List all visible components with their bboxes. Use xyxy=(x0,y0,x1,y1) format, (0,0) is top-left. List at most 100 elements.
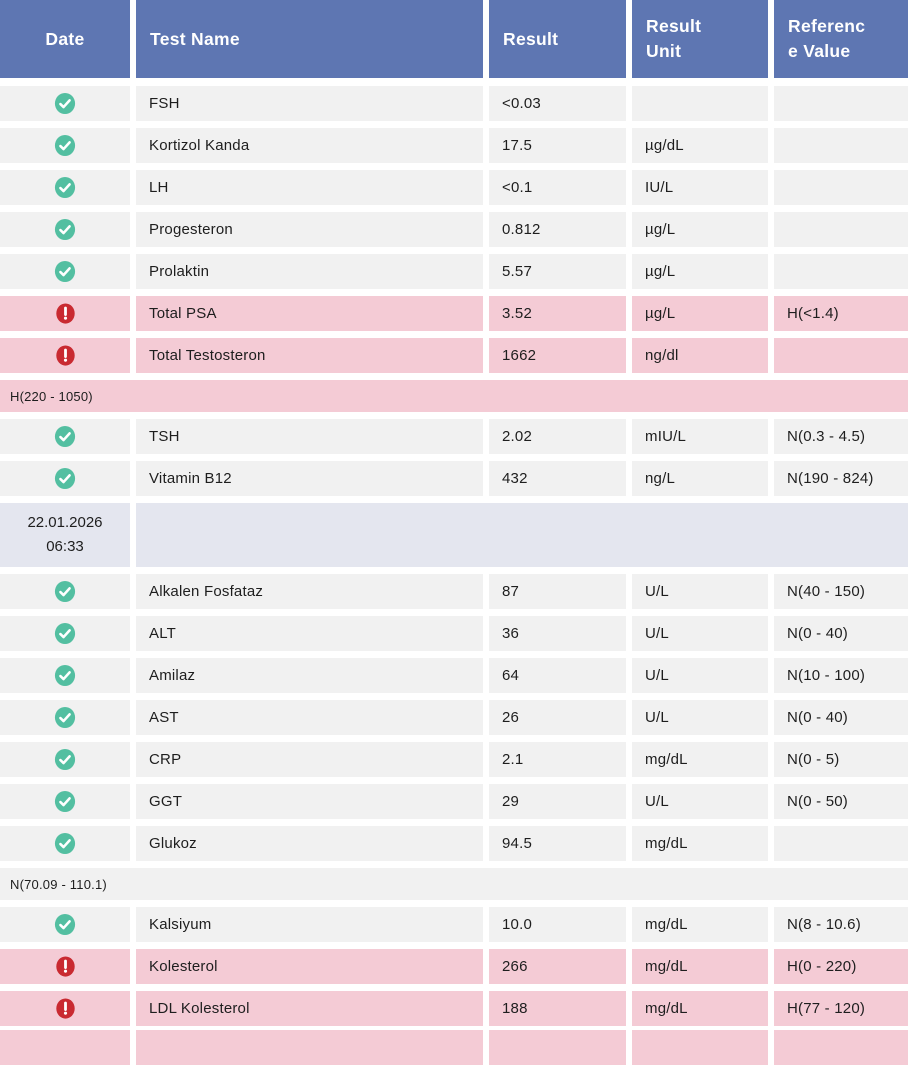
check-icon xyxy=(54,832,76,855)
result-cell: 36 xyxy=(489,616,626,651)
result-unit-cell-text: mg/dL xyxy=(645,916,688,933)
result-cell-text: 36 xyxy=(502,625,520,642)
test-name-cell-text: FSH xyxy=(149,95,180,112)
table-row: Vitamin B12 432 ng/L N(190 - 824) xyxy=(0,461,908,496)
date-text: 22.01.2026 06:33 xyxy=(27,514,103,555)
test-name-cell: FSH xyxy=(136,86,483,121)
result-unit-cell-text: mIU/L xyxy=(645,428,687,445)
test-name-cell: Total Testosteron xyxy=(136,338,483,373)
result-unit-cell: µg/dL xyxy=(632,128,768,163)
result-cell: 5.57 xyxy=(489,254,626,289)
reference-value-cell-text: N(10 - 100) xyxy=(787,667,866,684)
check-icon xyxy=(54,622,76,645)
result-cell: 64 xyxy=(489,658,626,693)
status-cell xyxy=(0,254,130,289)
status-cell xyxy=(0,826,130,861)
reference-value-cell xyxy=(774,170,908,205)
exclamation-icon xyxy=(55,344,76,367)
reference-value-cell-text: H(77 - 120) xyxy=(787,1000,866,1017)
test-name-cell-text: LDL Kolesterol xyxy=(149,1000,250,1017)
reference-value-cell: H(77 - 120) xyxy=(774,991,908,1026)
result-unit-cell-text: U/L xyxy=(645,583,669,600)
table-row: Total Testosteron 1662 ng/dl xyxy=(0,338,908,373)
reference-value-cell: H(0 - 220) xyxy=(774,949,908,984)
test-name-cell-text: LH xyxy=(149,179,169,196)
column-header-result-unit: Result Unit xyxy=(632,0,768,78)
check-icon xyxy=(54,467,76,490)
result-cell: 2.1 xyxy=(489,742,626,777)
check-icon xyxy=(54,580,76,603)
check-icon xyxy=(54,134,76,157)
test-name-cell-text: Progesteron xyxy=(149,221,233,238)
column-header-date: Date xyxy=(0,0,130,78)
test-name-cell: Vitamin B12 xyxy=(136,461,483,496)
reference-value-cell xyxy=(774,86,908,121)
result-cell-text: 3.52 xyxy=(502,305,532,322)
status-cell xyxy=(0,212,130,247)
check-icon xyxy=(54,425,76,448)
result-unit-cell xyxy=(632,1030,768,1065)
test-name-cell: Kalsiyum xyxy=(136,907,483,942)
reference-value-cell-text: N(0 - 50) xyxy=(787,793,848,810)
exclamation-icon xyxy=(55,302,76,325)
column-header-reference-value: Referenc e Value xyxy=(774,0,908,78)
result-cell: 1662 xyxy=(489,338,626,373)
result-cell: 188 xyxy=(489,991,626,1026)
test-name-cell-text: GGT xyxy=(149,793,183,810)
result-cell-text: 1662 xyxy=(502,347,537,364)
test-name-cell-text: Prolaktin xyxy=(149,263,210,280)
table-row: Kolesterol 266 mg/dL H(0 - 220) xyxy=(0,949,908,984)
test-name-cell: LDL Kolesterol xyxy=(136,991,483,1026)
date-cell: 22.01.2026 06:33 xyxy=(0,503,130,567)
reference-value-cell xyxy=(774,212,908,247)
result-unit-cell-text: mg/dL xyxy=(645,958,688,975)
test-name-cell-text: Kolesterol xyxy=(149,958,218,975)
reference-value-cell xyxy=(774,338,908,373)
result-cell-text: 0.812 xyxy=(502,221,541,238)
result-unit-cell-text: µg/dL xyxy=(645,137,684,154)
status-cell xyxy=(0,949,130,984)
result-unit-cell: U/L xyxy=(632,784,768,819)
check-icon xyxy=(54,748,76,771)
reference-value-cell: N(40 - 150) xyxy=(774,574,908,609)
date-group-row: 22.01.2026 06:33 xyxy=(0,503,908,567)
result-unit-cell: mIU/L xyxy=(632,419,768,454)
reference-value-cell-text: N(8 - 10.6) xyxy=(787,916,861,933)
status-cell xyxy=(0,742,130,777)
result-cell: 432 xyxy=(489,461,626,496)
table-row: Amilaz 64 U/L N(10 - 100) xyxy=(0,658,908,693)
result-cell-text: 5.57 xyxy=(502,263,532,280)
table-row: LDL Kolesterol 188 mg/dL H(77 - 120) xyxy=(0,991,908,1026)
table-row: CRP 2.1 mg/dL N(0 - 5) xyxy=(0,742,908,777)
result-cell-text: 266 xyxy=(502,958,528,975)
reference-value-cell-text: H(<1.4) xyxy=(787,305,839,322)
result-unit-cell-text: U/L xyxy=(645,709,669,726)
check-icon xyxy=(54,790,76,813)
result-cell: <0.1 xyxy=(489,170,626,205)
result-cell-text: 64 xyxy=(502,667,520,684)
table-row: LH <0.1 IU/L xyxy=(0,170,908,205)
result-unit-cell-text: mg/dL xyxy=(645,1000,688,1017)
table-row: Total PSA 3.52 µg/L H(<1.4) xyxy=(0,296,908,331)
reference-continuation-text: H(220 - 1050) xyxy=(10,388,93,404)
reference-value-cell-text: N(0 - 5) xyxy=(787,751,840,768)
result-unit-cell-text: U/L xyxy=(645,667,669,684)
table-row: Progesteron 0.812 µg/L xyxy=(0,212,908,247)
test-name-cell: Kolesterol xyxy=(136,949,483,984)
test-name-cell-text: Kortizol Kanda xyxy=(149,137,250,154)
reference-value-cell: N(190 - 824) xyxy=(774,461,908,496)
test-name-cell-text: CRP xyxy=(149,751,182,768)
table-row: ALT 36 U/L N(0 - 40) xyxy=(0,616,908,651)
result-cell-text: 29 xyxy=(502,793,520,810)
reference-continuation-row: N(70.09 - 110.1) xyxy=(0,868,908,900)
test-name-cell-text: AST xyxy=(149,709,179,726)
result-unit-cell: mg/dL xyxy=(632,949,768,984)
reference-value-cell: N(0 - 5) xyxy=(774,742,908,777)
result-cell-text: 17.5 xyxy=(502,137,532,154)
test-name-cell xyxy=(136,1030,483,1065)
result-cell: 266 xyxy=(489,949,626,984)
status-cell xyxy=(0,170,130,205)
test-name-cell-text: Glukoz xyxy=(149,835,197,852)
result-unit-cell-text: U/L xyxy=(645,625,669,642)
